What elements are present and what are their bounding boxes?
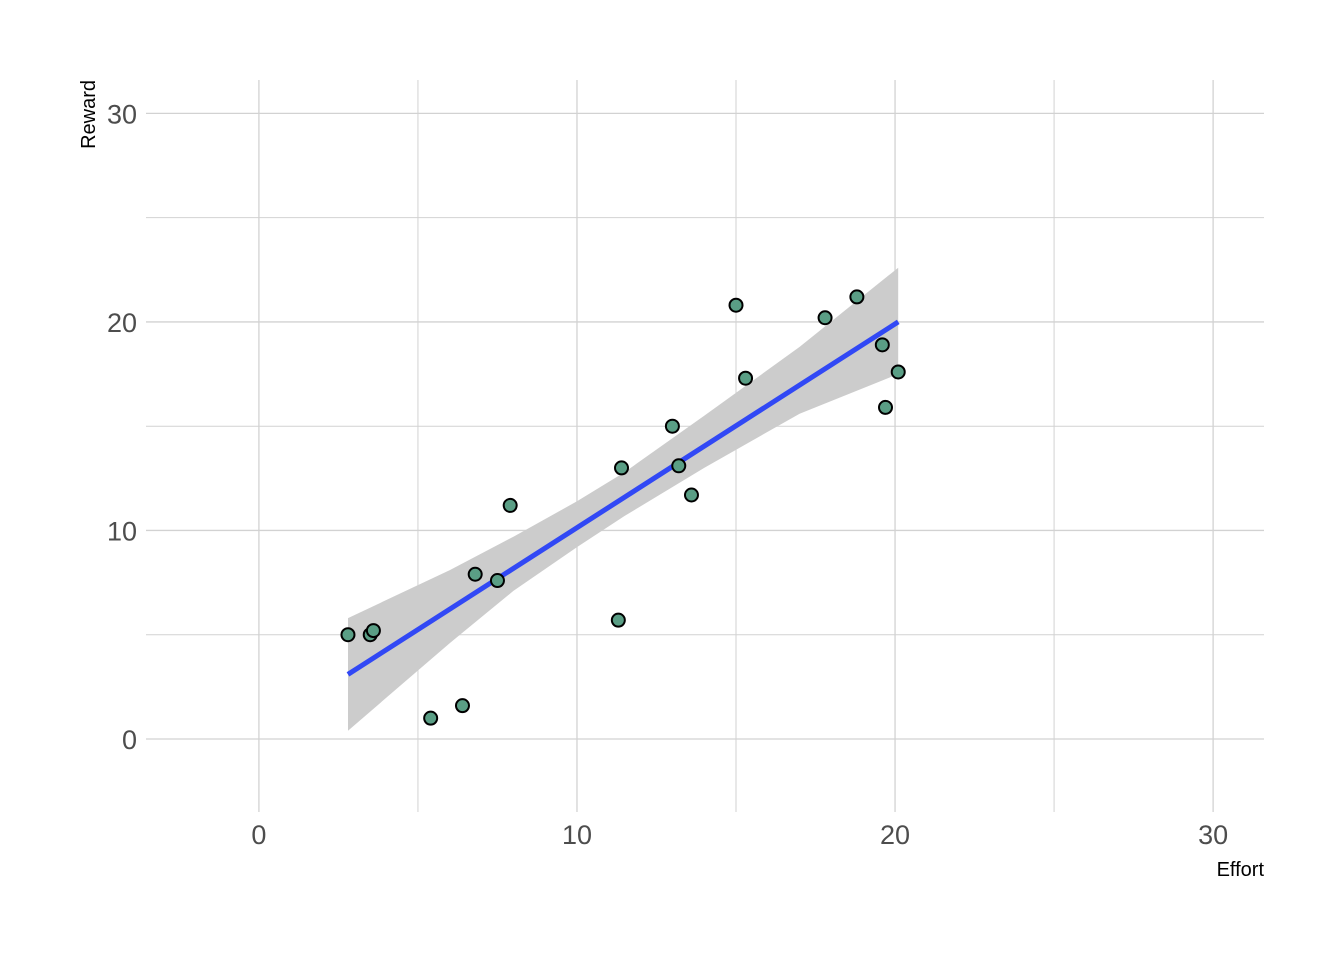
data-point bbox=[874, 337, 890, 353]
data-point bbox=[467, 566, 483, 582]
y-tick-label: 30 bbox=[107, 99, 137, 129]
y-tick-label: 20 bbox=[107, 308, 137, 338]
x-tick-label: 10 bbox=[562, 820, 592, 850]
data-point bbox=[610, 612, 626, 628]
y-tick-label: 0 bbox=[122, 725, 137, 755]
data-point bbox=[878, 399, 894, 415]
data-point bbox=[817, 310, 833, 326]
data-point bbox=[849, 289, 865, 305]
x-tick-label: 0 bbox=[251, 820, 266, 850]
data-point bbox=[614, 460, 630, 476]
data-point bbox=[664, 418, 680, 434]
data-point bbox=[340, 627, 356, 643]
data-point bbox=[890, 364, 906, 380]
data-point bbox=[728, 297, 744, 313]
regression-line bbox=[346, 319, 900, 677]
data-point bbox=[365, 623, 381, 639]
fit-line-layer bbox=[346, 319, 900, 677]
y-axis-title: Reward bbox=[78, 80, 100, 149]
data-point bbox=[671, 458, 687, 474]
x-tick-label: 20 bbox=[880, 820, 910, 850]
data-point bbox=[683, 487, 699, 503]
x-tick-label: 30 bbox=[1198, 820, 1228, 850]
y-tick-label: 10 bbox=[107, 516, 137, 546]
data-point bbox=[454, 698, 470, 714]
data-point bbox=[489, 573, 505, 589]
x-axis-title: Effort bbox=[1217, 859, 1265, 881]
data-point bbox=[423, 710, 439, 726]
tick-labels: 0 10 20 30 0 10 20 30 bbox=[107, 99, 1228, 850]
data-point bbox=[502, 497, 518, 513]
data-points bbox=[340, 289, 906, 726]
data-point bbox=[738, 370, 754, 386]
